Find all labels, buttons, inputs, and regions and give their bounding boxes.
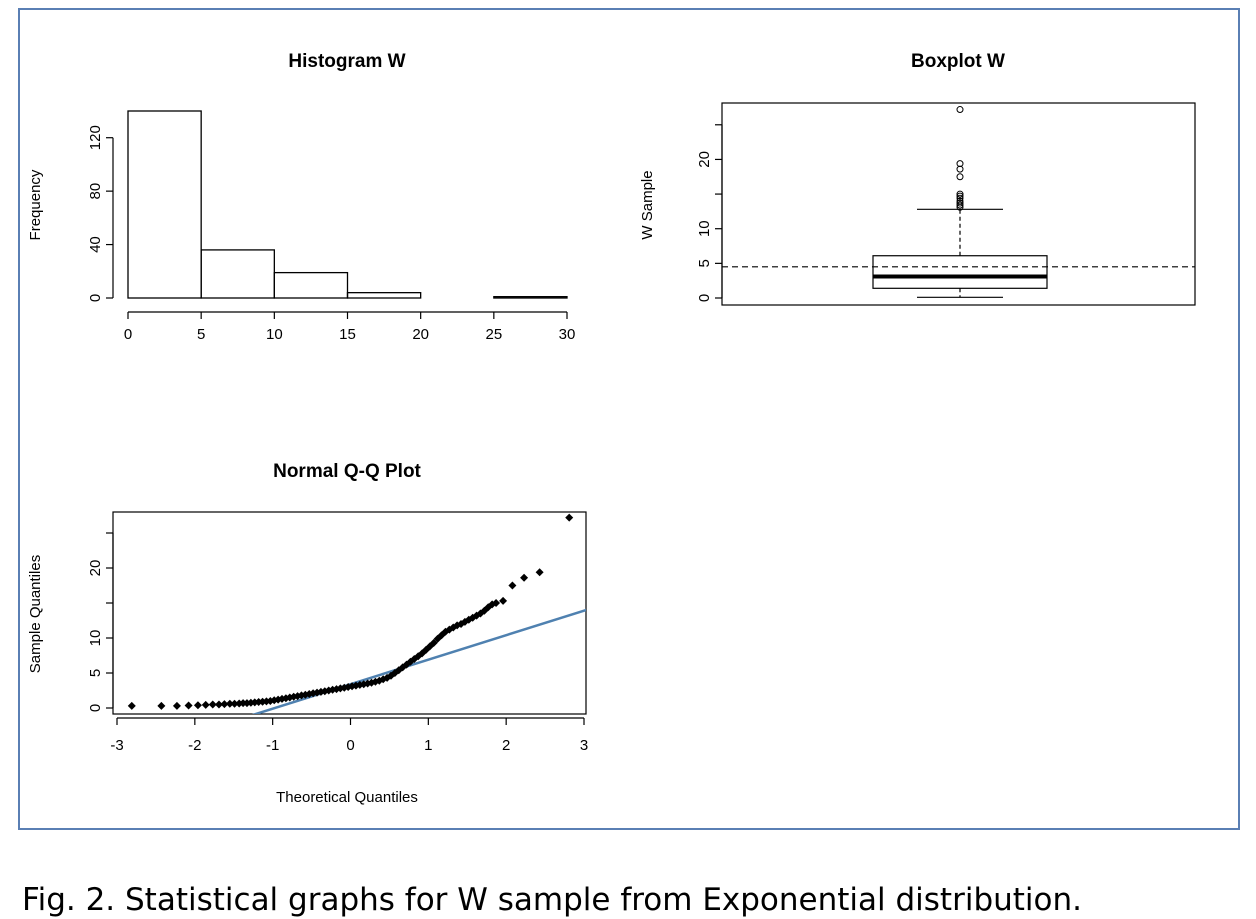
qq-y-tick-label: 5 [87, 669, 104, 677]
histogram-x-tick-label: 15 [339, 326, 356, 343]
histogram-y-axis: 0 40 80 120 [87, 125, 114, 302]
qq-point [492, 599, 501, 607]
histogram-bars [127, 110, 568, 299]
histogram-y-tick-label: 80 [87, 183, 104, 200]
qq-marks [127, 513, 586, 714]
histogram-y-tick-label: 0 [87, 294, 104, 302]
boxplot-outlier [956, 192, 964, 200]
histogram-panel: Histogram W Frequency 0 5 10 15 20 25 30 0 40 80… [27, 51, 575, 343]
qq-point [193, 701, 202, 710]
figure-caption: Fig. 2. Statistical graphs for W sample … [22, 882, 1083, 918]
boxplot-title: Boxplot W [911, 51, 1005, 72]
qq-point [172, 701, 181, 710]
histogram-x-tick-label: 5 [197, 326, 205, 343]
qq-point [225, 699, 234, 708]
histogram-bar [127, 110, 202, 299]
boxplot-y-tick-label: 0 [696, 294, 713, 302]
histogram-ylabel: Frequency [27, 169, 44, 240]
qq-point [230, 699, 239, 708]
boxplot-outlier [956, 201, 964, 209]
histogram-x-tick-label: 10 [266, 326, 283, 343]
qq-point [250, 698, 259, 707]
qq-x-tick-label: -3 [110, 737, 123, 754]
histogram-x-tick-label: 20 [412, 326, 429, 343]
boxplot-outlier [956, 197, 964, 205]
boxplot-y-tick-label: 20 [696, 151, 713, 168]
qq-x-tick-label: 1 [424, 737, 432, 754]
boxplot-outlier [956, 199, 964, 207]
qq-point [214, 700, 223, 709]
boxplot-marks [722, 106, 1195, 298]
boxplot-y-axis: 0 5 10 20 [696, 124, 723, 302]
qq-point [429, 638, 438, 647]
qq-x-tick-label: -1 [266, 737, 279, 754]
qq-x-tick-label: -2 [188, 737, 201, 754]
qq-plot-panel: Normal Q-Q Plot Sample Quantiles Theoret… [27, 461, 588, 806]
qq-point [520, 573, 529, 582]
qq-title: Normal Q-Q Plot [273, 461, 421, 482]
histogram-x-tick-label: 25 [485, 326, 502, 343]
histogram-bar [346, 292, 422, 299]
qq-x-tick-label: 2 [502, 737, 510, 754]
qq-point [157, 701, 166, 710]
qq-x-tick-label: 0 [346, 737, 354, 754]
qq-y-axis: 0 5 10 20 [87, 532, 114, 712]
qq-point [201, 700, 210, 709]
qq-xlabel: Theoretical Quantiles [276, 789, 418, 806]
qq-y-tick-label: 20 [87, 560, 104, 577]
boxplot-outlier [956, 160, 964, 168]
boxplot-outlier [956, 173, 964, 181]
boxplot-outlier [956, 106, 964, 114]
histogram-bar [273, 271, 349, 299]
histogram-y-tick-label: 120 [87, 125, 104, 150]
qq-x-axis: -3 -2 -1 0 1 2 3 [110, 717, 588, 754]
histogram-y-tick-label: 40 [87, 236, 104, 253]
boxplot-y-tick-label: 5 [696, 259, 713, 267]
boxplot-outlier [956, 190, 964, 198]
qq-ylabel: Sample Quantiles [27, 555, 44, 673]
qq-point [220, 700, 229, 709]
histogram-bar [493, 296, 568, 299]
boxplot-y-tick-label: 10 [696, 220, 713, 237]
histogram-bar [200, 249, 275, 299]
qq-point [184, 701, 193, 710]
qq-point [127, 701, 136, 710]
qq-point [499, 596, 508, 605]
boxplot-box [872, 255, 1048, 289]
qq-x-tick-label: 3 [580, 737, 588, 754]
boxplot-panel: Boxplot W W Sample 0 5 10 20 [639, 51, 1196, 306]
qq-point [565, 513, 574, 522]
histogram-x-tick-label: 30 [559, 326, 576, 343]
histogram-x-tick-label: 0 [124, 326, 132, 343]
qq-point [508, 581, 517, 590]
histogram-title: Histogram W [288, 51, 405, 72]
qq-point [535, 568, 544, 577]
qq-point [208, 700, 217, 709]
boxplot-ylabel: W Sample [639, 170, 656, 239]
figure-frame [18, 8, 1240, 830]
qq-y-tick-label: 0 [87, 704, 104, 712]
histogram-x-axis: 0 5 10 15 20 25 30 [124, 311, 576, 343]
qq-y-tick-label: 10 [87, 630, 104, 647]
boxplot-outlier [956, 194, 964, 202]
